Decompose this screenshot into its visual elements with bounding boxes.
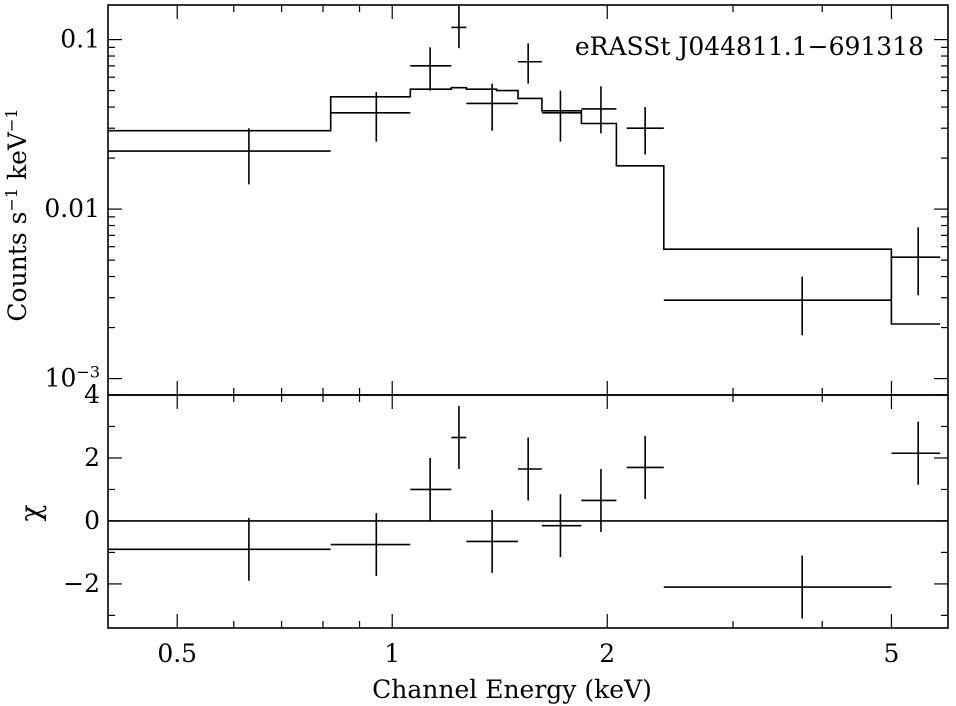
data-point <box>581 86 617 134</box>
residual-point <box>410 457 452 521</box>
axis-labels: 0.5 1 2 5 0.1 0.01 10−34 2 0 −2 <box>44 25 899 668</box>
y-tick-label: 10−3 <box>45 363 100 393</box>
data-point <box>517 43 542 84</box>
residual-point <box>517 437 542 501</box>
residual-point <box>626 435 664 499</box>
y-tick-label-base: 10 <box>45 364 77 393</box>
residual-point <box>891 421 941 485</box>
x-tick-label: 5 <box>883 639 899 668</box>
residual-point <box>466 509 518 573</box>
residual-point <box>108 517 331 581</box>
data-point <box>466 83 518 131</box>
bottom-panel-frame <box>107 394 949 629</box>
y-tick-label-exponent: −3 <box>76 363 100 382</box>
data-point <box>663 276 892 336</box>
residual-y-tick-label: 0 <box>84 506 100 535</box>
residual-point <box>451 406 467 469</box>
bottom-panel-ticks <box>108 394 948 628</box>
y-label-sup2: −1 <box>2 108 21 132</box>
y-tick-label: 0.1 <box>60 25 100 54</box>
x-tick-label: 1 <box>384 639 400 668</box>
residual-y-tick-label: −2 <box>63 569 100 598</box>
residual-point <box>663 555 892 619</box>
y-label-mid: keV <box>3 131 32 188</box>
x-axis-label: Channel Energy (keV) <box>372 675 652 704</box>
y-axis-label-counts: Counts s−1 keV−1 <box>2 108 32 321</box>
data-point <box>541 90 582 142</box>
data-point <box>891 227 941 296</box>
residual-data-points <box>108 406 941 619</box>
source-name-annotation: eRASSt J044811.1−691318 <box>575 32 924 61</box>
residual-y-tick-label: 4 <box>84 380 100 409</box>
y-label-base: Counts s <box>3 212 32 322</box>
data-point <box>108 128 331 185</box>
model-step-path <box>108 86 941 325</box>
y-label-sup1: −1 <box>2 188 21 212</box>
residual-point <box>581 468 617 532</box>
model-step-line <box>108 86 941 325</box>
data-point <box>410 47 452 91</box>
y-axis-label-chi: χ <box>14 504 47 521</box>
x-tick-label: 0.5 <box>157 639 197 668</box>
top-panel-data-points <box>108 5 941 336</box>
residual-point <box>330 513 411 577</box>
top-panel-ticks <box>108 5 948 395</box>
data-point <box>451 5 467 49</box>
x-tick-label: 2 <box>599 639 615 668</box>
data-point <box>330 92 411 142</box>
y-tick-label: 0.01 <box>44 194 100 223</box>
residual-point <box>541 494 582 558</box>
residual-y-tick-label: 2 <box>84 443 100 472</box>
data-point <box>626 107 664 155</box>
